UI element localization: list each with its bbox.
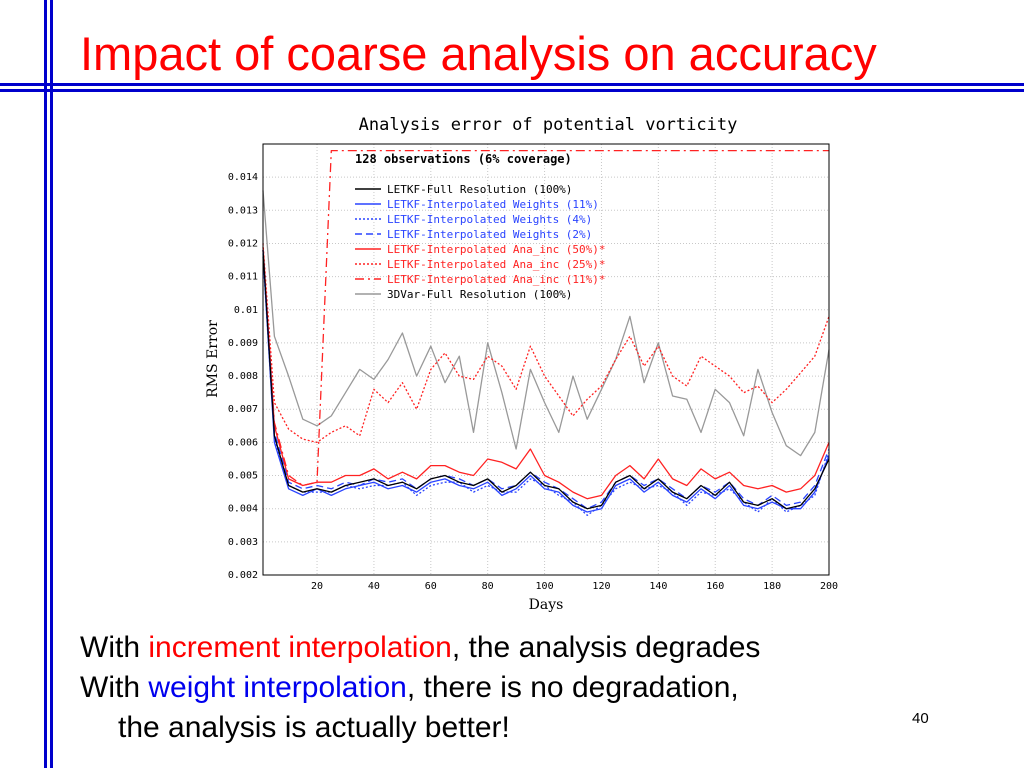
- x-tick-label: 80: [482, 581, 494, 592]
- y-tick-label: 0.003: [228, 537, 258, 548]
- x-tick-labels: 20 40 60 80 100 120 140 160 180 200: [311, 581, 838, 592]
- series-line-5: [262, 243, 830, 444]
- y-tick-labels: 0.002 0.003 0.004 0.005 0.006 0.007 0.008 0.009…: [228, 172, 258, 581]
- bullet-list: With increment interpolation, the analys…: [80, 628, 1010, 748]
- x-tick-label: 100: [536, 581, 554, 592]
- title-divider-line-2: [0, 89, 1024, 92]
- plot-frame: [262, 143, 830, 576]
- legend-entry-label: 3DVar-Full Resolution (100%): [387, 288, 572, 301]
- x-tick-label: 140: [649, 581, 667, 592]
- y-tick-label: 0.014: [228, 172, 258, 183]
- x-tick-label: 60: [425, 581, 437, 592]
- x-axis-label: Days: [529, 597, 564, 613]
- legend-entry-label: LETKF-Interpolated Ana_inc (11%)*: [387, 273, 606, 286]
- x-tick-label: 160: [706, 581, 724, 592]
- chart-legend: LETKF-Full Resolution (100%) LETKF-Interp…: [355, 183, 606, 301]
- y-tick-label: 0.013: [228, 205, 258, 216]
- series-line-6: [262, 149, 829, 487]
- x-tick-label: 120: [592, 581, 610, 592]
- legend-entry-label: LETKF-Interpolated Ana_inc (25%)*: [387, 258, 606, 271]
- y-tick-label: 0.005: [228, 471, 258, 482]
- chart-series-lines: [262, 149, 830, 516]
- series-line-0: [262, 250, 830, 510]
- title-divider-line: [0, 83, 1024, 86]
- y-axis-label: RMS Error: [205, 320, 221, 398]
- series-line-3: [262, 250, 830, 510]
- legend-entry-label: LETKF-Interpolated Ana_inc (50%)*: [387, 243, 606, 256]
- observation-annotation: 128 observations (6% coverage): [355, 152, 572, 166]
- slide-title: Impact of coarse analysis on accuracy: [80, 27, 877, 80]
- series-line-1: [262, 253, 830, 513]
- x-tick-label: 20: [311, 581, 323, 592]
- bullet1-prefix: With: [80, 631, 149, 664]
- y-tick-label: 0.012: [228, 238, 258, 249]
- bullet2-continuation: the analysis is actually better!: [118, 711, 510, 744]
- bullet2-suffix: , there is no degradation,: [406, 671, 739, 704]
- x-tick-label: 40: [368, 581, 380, 592]
- increment-interpolation-highlight: increment interpolation: [148, 631, 452, 664]
- rms-error-chart: Analysis error of potential vorticity 0.…: [205, 115, 838, 613]
- bullet2-prefix: With: [80, 671, 149, 704]
- chart-title: Analysis error of potential vorticity: [359, 115, 738, 135]
- bullet1-suffix: , the analysis degrades: [451, 631, 761, 664]
- left-accent-bar-2: [50, 0, 53, 768]
- y-tick-label: 0.004: [228, 504, 258, 515]
- x-tick-label: 180: [763, 581, 781, 592]
- y-tick-label: 0.002: [228, 570, 258, 581]
- chart-figure: Analysis error of potential vorticity 0.…: [195, 106, 845, 618]
- series-line-4: [262, 246, 830, 500]
- bullet-weight-interpolation: With weight interpolation, there is no d…: [80, 668, 1010, 708]
- y-tick-label: 0.011: [228, 272, 258, 283]
- left-accent-bar: [44, 0, 47, 768]
- bullet-increment-interpolation: With increment interpolation, the analys…: [80, 628, 1010, 668]
- y-tick-label: 0.007: [228, 404, 258, 415]
- legend-entry-label: LETKF-Interpolated Weights (4%): [387, 213, 592, 226]
- x-tick-label: 200: [820, 581, 838, 592]
- y-tick-label: 0.008: [228, 371, 258, 382]
- legend-entry-label: LETKF-Interpolated Weights (11%): [387, 198, 599, 211]
- page-number: 40: [912, 710, 929, 727]
- weight-interpolation-highlight: weight interpolation: [148, 671, 407, 704]
- series-line-7: [262, 190, 830, 457]
- legend-entry-label: LETKF-Interpolated Weights (2%): [387, 228, 592, 241]
- y-tick-label: 0.009: [228, 338, 258, 349]
- y-tick-label: 0.01: [234, 305, 258, 316]
- y-tick-label: 0.006: [228, 437, 258, 448]
- legend-entry-label: LETKF-Full Resolution (100%): [387, 183, 572, 196]
